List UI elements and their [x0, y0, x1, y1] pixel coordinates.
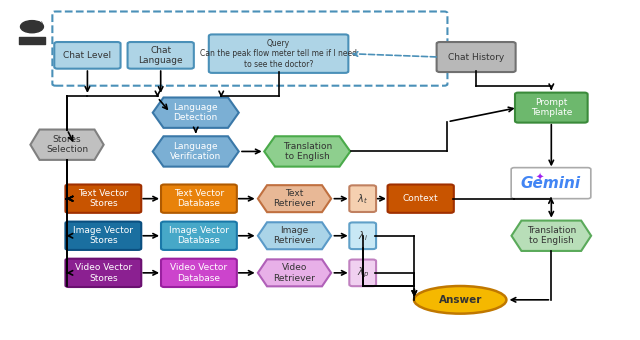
- Text: Translation
to English: Translation to English: [283, 142, 332, 161]
- Text: Text
Retriever: Text Retriever: [273, 189, 316, 208]
- Text: Language
Detection: Language Detection: [173, 103, 218, 122]
- FancyBboxPatch shape: [161, 259, 237, 287]
- Text: Video Vector
Database: Video Vector Database: [170, 263, 227, 283]
- FancyBboxPatch shape: [388, 185, 454, 213]
- FancyBboxPatch shape: [349, 222, 376, 249]
- Polygon shape: [30, 130, 104, 160]
- Text: Chat History: Chat History: [448, 53, 504, 62]
- Text: Chat
Language: Chat Language: [138, 46, 183, 65]
- Ellipse shape: [414, 286, 506, 314]
- FancyBboxPatch shape: [65, 222, 141, 250]
- FancyBboxPatch shape: [161, 222, 237, 250]
- FancyBboxPatch shape: [54, 42, 120, 69]
- Text: Stores
Selection: Stores Selection: [46, 135, 88, 154]
- FancyBboxPatch shape: [65, 185, 141, 213]
- Polygon shape: [258, 259, 331, 286]
- FancyBboxPatch shape: [349, 185, 376, 212]
- FancyBboxPatch shape: [511, 168, 591, 199]
- FancyBboxPatch shape: [515, 92, 588, 123]
- Text: $\lambda_i$: $\lambda_i$: [358, 229, 368, 243]
- Text: Text Vector
Database: Text Vector Database: [174, 189, 224, 208]
- Polygon shape: [153, 98, 239, 128]
- Text: ✦: ✦: [536, 172, 544, 183]
- FancyBboxPatch shape: [161, 185, 237, 213]
- Text: Gemini: Gemini: [521, 176, 581, 191]
- Text: Language
Verification: Language Verification: [170, 142, 221, 161]
- Polygon shape: [511, 221, 591, 251]
- Polygon shape: [153, 136, 239, 167]
- Text: Answer: Answer: [438, 295, 482, 305]
- Text: Chat Level: Chat Level: [63, 51, 111, 60]
- Text: Image Vector
Stores: Image Vector Stores: [74, 226, 133, 245]
- Text: ((i)): ((i)): [33, 21, 44, 26]
- Text: Image
Retriever: Image Retriever: [273, 226, 316, 245]
- Text: Prompt
Template: Prompt Template: [531, 98, 572, 117]
- FancyBboxPatch shape: [436, 42, 516, 72]
- Text: Query
Can the peak flow meter tell me if I need
to see the doctor?: Query Can the peak flow meter tell me if…: [200, 39, 357, 69]
- Polygon shape: [258, 222, 331, 249]
- FancyBboxPatch shape: [127, 42, 194, 69]
- FancyBboxPatch shape: [209, 34, 348, 73]
- Text: Image Vector
Database: Image Vector Database: [169, 226, 229, 245]
- Polygon shape: [264, 136, 350, 167]
- Text: $\lambda_p$: $\lambda_p$: [356, 266, 369, 280]
- Text: Video
Retriever: Video Retriever: [273, 263, 316, 283]
- Text: Video Vector
Stores: Video Vector Stores: [75, 263, 132, 283]
- FancyBboxPatch shape: [65, 259, 141, 287]
- Text: Context: Context: [403, 194, 438, 203]
- Polygon shape: [258, 185, 331, 212]
- Text: Text Vector
Stores: Text Vector Stores: [78, 189, 129, 208]
- Circle shape: [20, 21, 44, 33]
- Text: Translation
to English: Translation to English: [527, 226, 576, 245]
- Text: $\lambda_t$: $\lambda_t$: [357, 192, 368, 206]
- FancyBboxPatch shape: [349, 259, 376, 286]
